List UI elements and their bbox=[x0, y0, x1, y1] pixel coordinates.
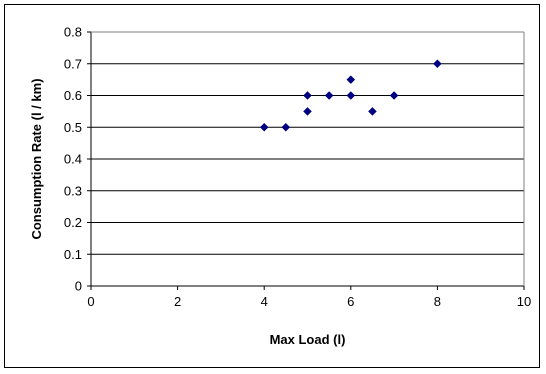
data-point bbox=[368, 107, 377, 116]
y-tick-label: 0.2 bbox=[64, 215, 82, 230]
y-tick-label: 0.7 bbox=[64, 56, 82, 71]
y-tick-label: 0.3 bbox=[64, 183, 82, 198]
x-tick-label: 4 bbox=[261, 294, 268, 309]
data-point bbox=[346, 75, 356, 84]
y-tick-label: 0 bbox=[75, 279, 82, 294]
x-tick-label: 8 bbox=[434, 294, 441, 309]
y-tick-label: 0.4 bbox=[64, 152, 82, 167]
axes bbox=[87, 31, 525, 290]
data-point bbox=[259, 122, 269, 132]
data-point bbox=[303, 107, 312, 116]
data-point bbox=[324, 91, 334, 100]
x-tick-label: 10 bbox=[517, 294, 531, 309]
data-point bbox=[303, 91, 312, 100]
y-tick-label: 0.8 bbox=[64, 25, 82, 40]
x-tick-label: 0 bbox=[87, 294, 94, 309]
data-point bbox=[389, 91, 399, 100]
y-axis-title: Consumption Rate (l / km) bbox=[29, 78, 44, 239]
tick-labels: 0 0.1 0.2 0.3 0.4 0.5 0.6 0.7 0.8 0 2 4 6 8 10 bbox=[64, 25, 531, 310]
y-tick-label: 0.1 bbox=[64, 247, 82, 262]
y-tick-label: 0.6 bbox=[64, 88, 82, 103]
y-tick-label: 0.5 bbox=[64, 120, 82, 135]
x-tick-label: 6 bbox=[347, 294, 354, 309]
data-points bbox=[259, 59, 442, 132]
x-axis-title: Max Load (l) bbox=[270, 332, 346, 347]
x-tick-label: 2 bbox=[174, 294, 181, 309]
data-point bbox=[346, 91, 356, 100]
data-point bbox=[433, 59, 442, 69]
data-point bbox=[281, 122, 291, 132]
